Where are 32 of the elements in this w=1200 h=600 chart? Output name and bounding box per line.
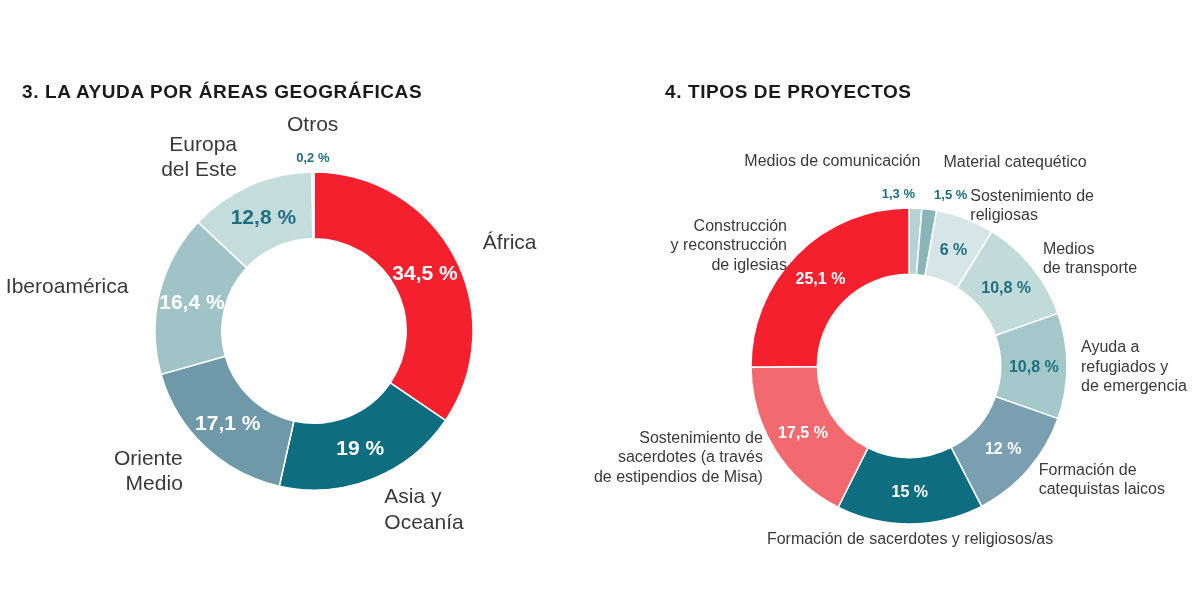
slice-label: Construcción y reconstrucción de iglesias xyxy=(670,217,787,273)
data-label: 25,1 % xyxy=(795,269,846,287)
slice-label: Iberoamérica xyxy=(5,274,129,298)
data-label: 6 % xyxy=(939,241,968,259)
slice-label: Sostenimiento de sacerdotes (a través de estipendios de Misa) xyxy=(593,429,764,485)
slice-label: Asia y Oceanía xyxy=(384,484,465,533)
slice-label: Sostenimiento de religiosas xyxy=(970,187,1095,224)
data-label: 10,8 % xyxy=(981,279,1032,297)
data-label: 17,5 % xyxy=(778,423,828,441)
slice-label: Medios de transporte xyxy=(1042,240,1138,277)
data-label: 34,5 % xyxy=(392,260,459,284)
slice-label: Formación de sacerdotes y religiosos/as xyxy=(766,529,1054,547)
slice-label: Formación de catequistas laicos xyxy=(1038,460,1166,498)
chart-title: 4. TIPOS DE PROYECTOS xyxy=(665,81,912,102)
data-label: 16,4 % xyxy=(159,289,225,313)
data-label: 1,5 % xyxy=(934,187,968,203)
slice-label: Europa del Este xyxy=(161,131,238,181)
slice-label: Oriente Medio xyxy=(113,445,183,494)
slice-label: Otros xyxy=(287,112,339,136)
slice-label: Material catequético xyxy=(943,153,1087,171)
slice-label: Medios de comunicación xyxy=(744,151,921,169)
slice-label: África xyxy=(482,229,537,253)
data-label: 0,2 % xyxy=(296,150,330,165)
data-label: 17,1 % xyxy=(195,410,261,434)
slice-label: Ayuda a refugiados y de emergencia xyxy=(1081,338,1187,394)
data-label: 19 % xyxy=(336,436,385,460)
chart-title: 3. LA AYUDA POR ÁREAS GEOGRÁFICAS xyxy=(22,81,423,102)
data-label: 10,8 % xyxy=(1008,357,1059,375)
data-label: 1,3 % xyxy=(881,186,916,202)
data-label: 15 % xyxy=(891,482,929,500)
data-label: 12,8 % xyxy=(230,204,297,228)
data-label: 12 % xyxy=(984,439,1022,457)
